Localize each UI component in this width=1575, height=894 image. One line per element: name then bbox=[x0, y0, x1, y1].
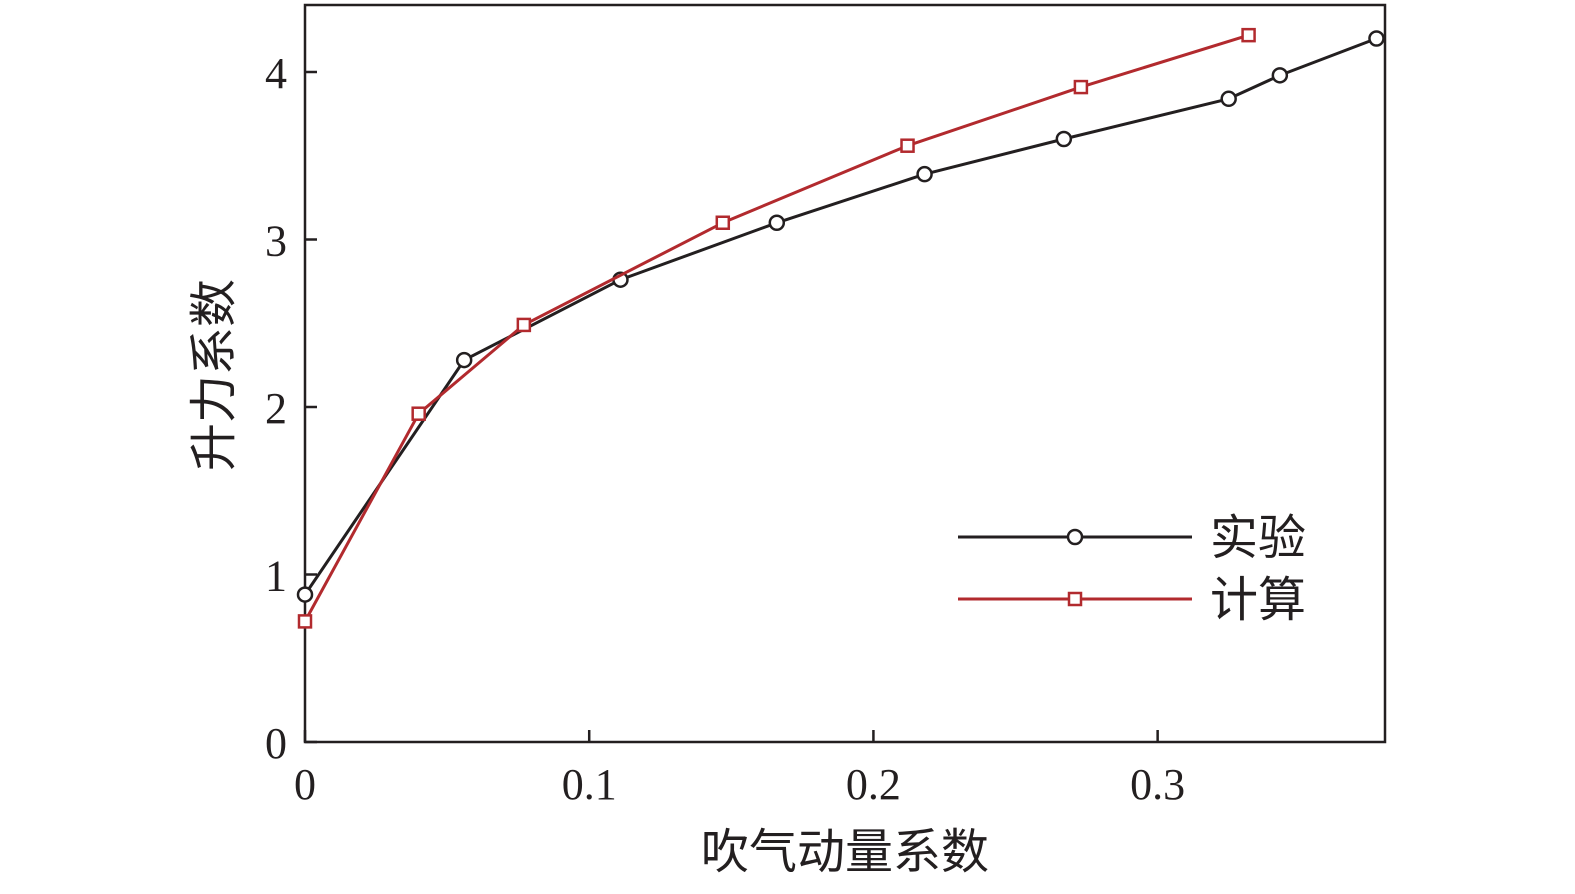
x-tick-label: 0.3 bbox=[1130, 760, 1185, 809]
data-point-square bbox=[715, 215, 731, 230]
axis-tick-labels: 0 0.1 0.2 0.3 0 1 2 3 4 bbox=[265, 49, 1185, 809]
data-point-circle bbox=[916, 165, 933, 183]
y-tick-label: 4 bbox=[265, 49, 287, 98]
series-computation bbox=[297, 27, 1256, 629]
data-point-circle bbox=[296, 586, 314, 603]
data-point-circle bbox=[1055, 130, 1073, 148]
series-line bbox=[303, 33, 1250, 623]
data-point-square bbox=[1241, 27, 1256, 43]
data-point-circle bbox=[1368, 30, 1385, 47]
y-tick-label: 2 bbox=[265, 384, 287, 433]
x-axis-title: 吹气动量系数 bbox=[701, 824, 989, 880]
y-tick-label: 3 bbox=[265, 217, 287, 266]
axis-ticks bbox=[303, 70, 1159, 744]
legend-entry-experiment: 实验 bbox=[958, 510, 1306, 566]
x-tick-label: 0.1 bbox=[562, 760, 617, 809]
data-point-circle bbox=[768, 214, 786, 231]
data-point-square bbox=[1073, 79, 1089, 95]
x-tick-label: 0.2 bbox=[846, 760, 901, 809]
data-point-square bbox=[411, 406, 426, 421]
series-layer bbox=[296, 27, 1385, 629]
x-tick-label: 0 bbox=[294, 760, 316, 809]
legend-marker-computation bbox=[1067, 591, 1083, 607]
data-point-circle bbox=[1271, 67, 1289, 84]
plot-frame bbox=[303, 3, 1387, 744]
y-tick-label: 0 bbox=[265, 719, 287, 768]
legend-marker-experiment bbox=[1066, 528, 1084, 546]
legend-entry-computation: 计算 bbox=[958, 572, 1306, 628]
y-axis-title: 升力系数 bbox=[186, 279, 242, 471]
y-tick-label: 1 bbox=[265, 552, 287, 601]
data-point-square bbox=[516, 317, 532, 333]
legend-label-experiment: 实验 bbox=[1210, 510, 1306, 566]
series-experiment bbox=[296, 30, 1385, 603]
legend: 实验 计算 bbox=[958, 510, 1306, 628]
legend-label-computation: 计算 bbox=[1210, 572, 1306, 628]
data-point-square bbox=[900, 138, 915, 153]
data-point-circle bbox=[455, 351, 473, 369]
data-point-square bbox=[297, 614, 313, 629]
data-point-circle bbox=[1220, 90, 1237, 108]
